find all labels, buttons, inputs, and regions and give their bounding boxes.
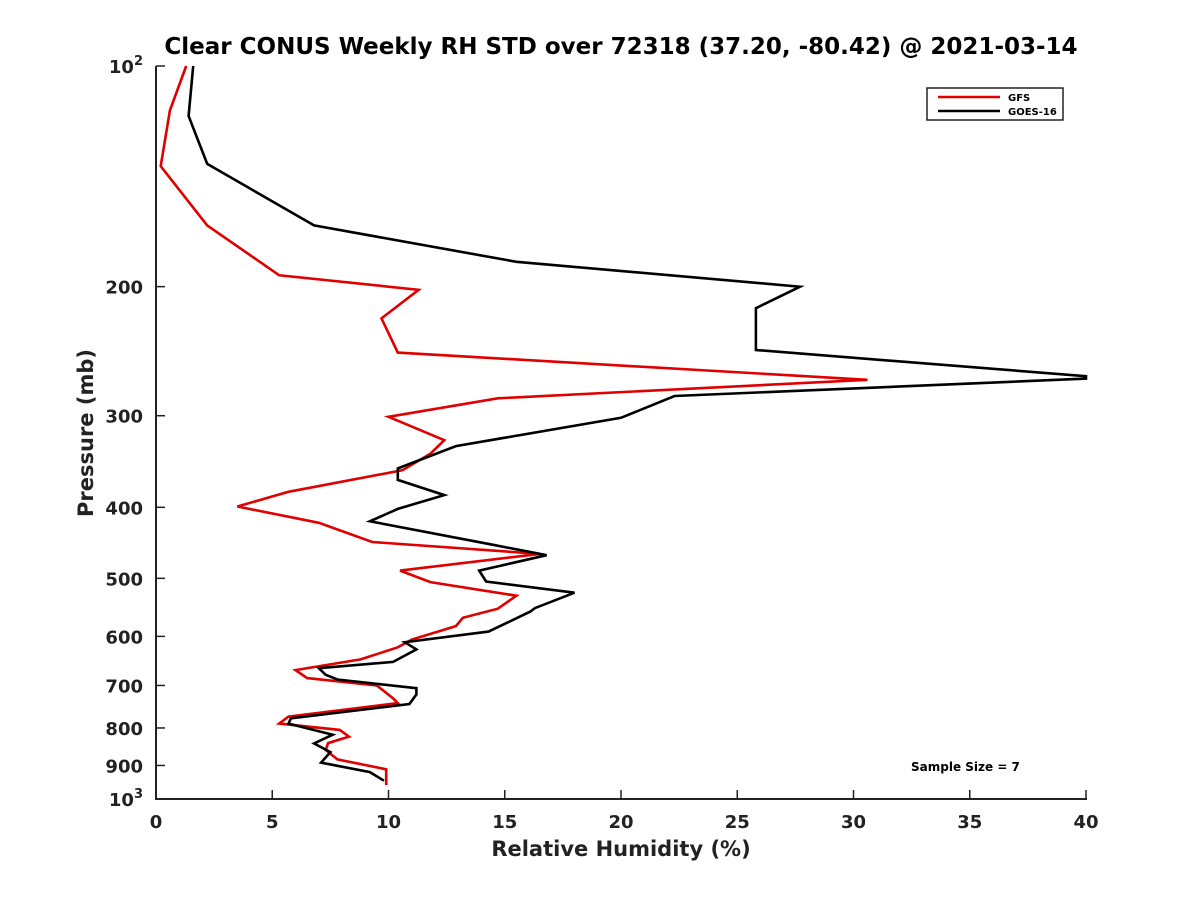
- y-tick-label: 600: [105, 627, 143, 648]
- x-tick-label: 35: [957, 812, 982, 833]
- y-tick-label: 102: [109, 54, 143, 78]
- y-tick-label: 400: [105, 498, 143, 519]
- y-tick-label-exponent: 2: [134, 54, 143, 69]
- x-axis-label: Relative Humidity (%): [491, 837, 750, 861]
- legend-label-goes16: GOES-16: [1008, 107, 1057, 118]
- x-tick-label: 20: [608, 812, 633, 833]
- x-tick-label: 5: [266, 812, 279, 833]
- x-tick-label: 30: [841, 812, 866, 833]
- x-tick-label: 25: [725, 812, 750, 833]
- y-tick-label: 200: [105, 278, 143, 299]
- x-tick-label: 10: [376, 812, 401, 833]
- y-tick-label-base: 10: [109, 57, 134, 78]
- series-line-goes16: [187, 65, 1088, 782]
- x-tick-label: 0: [150, 812, 163, 833]
- y-tick-label: 900: [105, 756, 143, 777]
- y-axis-label: Pressure (mb): [74, 349, 98, 517]
- chart-title: Clear CONUS Weekly RH STD over 72318 (37…: [164, 34, 1077, 60]
- y-tick-label: 500: [105, 569, 143, 590]
- x-tick-label: 40: [1073, 812, 1098, 833]
- x-ticks: 0 5 10 15 20 25 30 35 40: [150, 790, 1099, 833]
- legend-box: [926, 87, 1064, 121]
- series-layer: [159, 65, 1088, 785]
- y-tick-label-base: 10: [109, 790, 134, 811]
- legend: GFS GOES-16: [926, 87, 1064, 121]
- legend-label-gfs: GFS: [1008, 93, 1030, 104]
- y-tick-label-exponent: 3: [134, 787, 143, 802]
- y-tick-label: 700: [105, 676, 143, 697]
- x-tick-label: 15: [492, 812, 517, 833]
- sample-size-annotation: Sample Size = 7: [911, 760, 1020, 774]
- y-tick-label: 103: [109, 787, 143, 811]
- plot-area: [156, 66, 1086, 799]
- y-tick-label: 300: [105, 407, 143, 428]
- y-tick-label: 800: [105, 719, 143, 740]
